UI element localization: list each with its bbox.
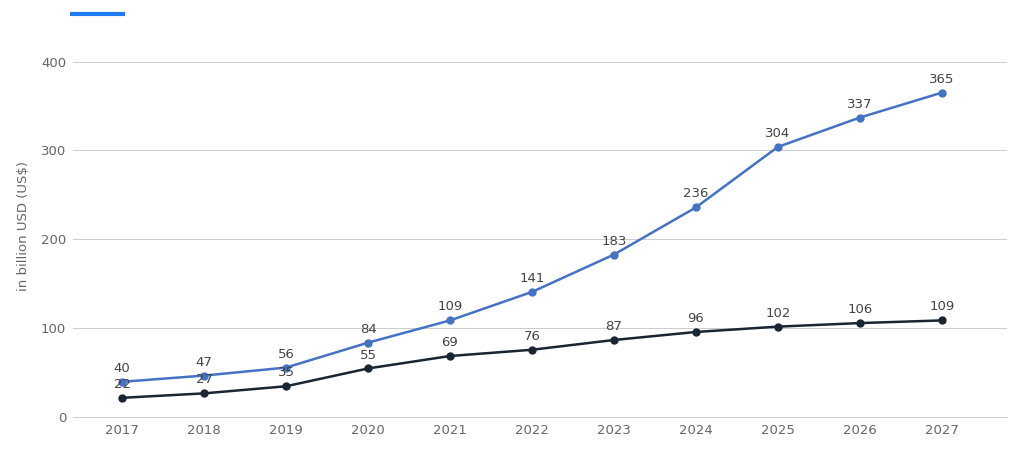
Text: 27: 27 <box>196 374 213 386</box>
Text: 102: 102 <box>765 307 791 320</box>
Text: 47: 47 <box>196 355 213 369</box>
Y-axis label: in billion USD (US$): in billion USD (US$) <box>16 161 30 291</box>
Text: 35: 35 <box>278 366 295 379</box>
Text: 40: 40 <box>114 362 130 375</box>
Text: 365: 365 <box>929 73 954 86</box>
Text: 109: 109 <box>929 301 954 313</box>
Text: 69: 69 <box>441 336 459 349</box>
Text: 96: 96 <box>687 312 705 325</box>
Text: 141: 141 <box>519 272 545 285</box>
Text: 84: 84 <box>359 323 377 336</box>
Text: 87: 87 <box>605 320 623 333</box>
Text: 236: 236 <box>683 188 709 201</box>
Text: 183: 183 <box>601 235 627 247</box>
Text: 304: 304 <box>765 127 791 140</box>
Text: 109: 109 <box>437 301 463 313</box>
Text: 76: 76 <box>523 330 541 343</box>
Text: 106: 106 <box>847 303 872 316</box>
Text: 22: 22 <box>114 378 131 391</box>
Text: 55: 55 <box>359 349 377 361</box>
Text: 56: 56 <box>278 348 295 360</box>
Text: 337: 337 <box>847 98 872 111</box>
